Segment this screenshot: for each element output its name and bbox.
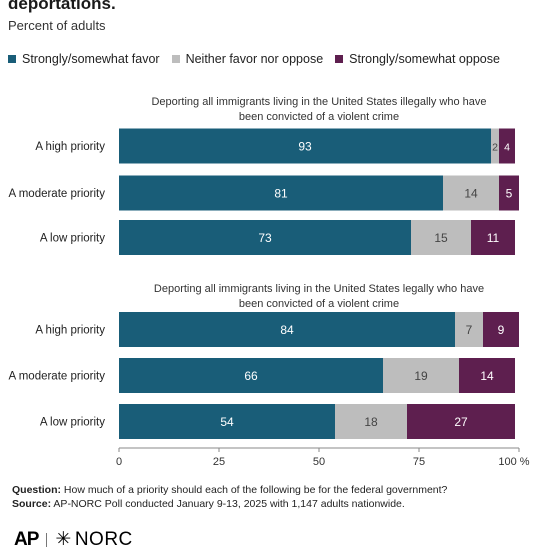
category-label: A high priority — [35, 141, 105, 153]
data-label: 14 — [480, 369, 494, 383]
x-tick-label: 50 — [313, 456, 325, 468]
x-tick-label: 75 — [413, 456, 425, 468]
data-label: 54 — [220, 415, 234, 429]
question-text: How much of a priority should each of th… — [61, 484, 448, 496]
bar-segment — [483, 312, 519, 347]
bar-segment — [491, 128, 499, 164]
category-label: A low priority — [40, 233, 105, 245]
bar-segment — [411, 220, 471, 255]
data-label: 84 — [280, 323, 294, 337]
chart-title: deportations. — [8, 0, 116, 13]
data-label: 14 — [464, 187, 478, 201]
legend-item-neither: Neither favor nor oppose — [171, 52, 324, 66]
chart-subtitle: Percent of adults — [8, 18, 106, 33]
legend-label-oppose: Strongly/somewhat oppose — [349, 52, 500, 66]
source-text: AP-NORC Poll conducted January 9-13, 202… — [51, 498, 405, 510]
panel-2-title-line-1: Deporting all immigrants living in the U… — [154, 283, 484, 295]
category-label: A moderate priority — [8, 371, 105, 383]
data-label: 11 — [487, 231, 500, 245]
bar-segment — [499, 128, 515, 164]
legend-swatch-favor — [8, 55, 16, 63]
bar-segment — [383, 358, 459, 393]
legend-swatch-neither — [171, 55, 180, 63]
data-label: 93 — [298, 140, 312, 154]
data-label: 9 — [498, 323, 505, 337]
norc-star-icon: ✳ — [55, 529, 72, 550]
panel-2-title-line-2: been convicted of a violent crime — [239, 298, 399, 310]
legend: Strongly/somewhat favor Neither favor no… — [8, 52, 548, 66]
bar-segment — [471, 220, 515, 255]
data-label: 27 — [454, 415, 468, 429]
legend-swatch-oppose — [335, 55, 344, 63]
legend-label-neither: Neither favor nor oppose — [185, 52, 324, 66]
bar-segment — [455, 312, 483, 347]
legend-item-oppose: Strongly/somewhat oppose — [335, 52, 500, 66]
logo-divider — [46, 532, 48, 547]
bar-segment — [335, 404, 407, 439]
legend-item-favor: Strongly/somewhat favor — [8, 52, 160, 66]
bar-segment — [499, 175, 519, 211]
panel-1-title-line-1: Deporting all immigrants living in the U… — [151, 96, 486, 108]
norc-logo: ✳ NORC — [55, 528, 132, 551]
bar-segment — [119, 128, 491, 164]
bar-segment — [119, 312, 455, 347]
data-label: 73 — [258, 231, 272, 245]
question-note: Question: How much of a priority should … — [12, 483, 542, 497]
legend-label-favor: Strongly/somewhat favor — [22, 52, 160, 66]
footnotes: Question: How much of a priority should … — [12, 483, 542, 511]
bar-segment — [407, 404, 515, 439]
data-label: 2 — [492, 142, 498, 154]
source-note: Source: AP-NORC Poll conducted January 9… — [12, 497, 542, 511]
data-label: 5 — [506, 187, 513, 201]
logo-bar: AP ✳ NORC — [14, 528, 133, 551]
data-label: 18 — [364, 415, 378, 429]
data-label: 66 — [244, 369, 258, 383]
bar-segment — [119, 175, 443, 211]
data-label: 4 — [504, 142, 510, 154]
bar-segment — [119, 358, 383, 393]
data-label: 81 — [274, 187, 288, 201]
x-tick-label: 100 % — [498, 456, 529, 468]
norc-wordmark: NORC — [74, 528, 133, 550]
category-label: A moderate priority — [8, 188, 105, 200]
data-label: 19 — [414, 369, 428, 383]
panel-1-title-line-2: been convicted of a violent crime — [239, 111, 399, 123]
ap-logo: AP — [14, 528, 39, 550]
source-label: Source: — [12, 498, 52, 510]
question-label: Question: — [12, 484, 61, 496]
bar-segment — [459, 358, 515, 393]
category-label: A high priority — [35, 325, 105, 337]
bar-segment — [443, 175, 499, 211]
x-tick-label: 25 — [213, 456, 225, 468]
data-label: 15 — [434, 231, 448, 245]
data-label: 7 — [466, 323, 473, 337]
x-tick-label: 0 — [116, 456, 122, 468]
category-label: A low priority — [40, 417, 105, 429]
bar-segment — [119, 220, 411, 255]
bar-segment — [119, 404, 335, 439]
stacked-bar-chart: Deporting all immigrants living in the U… — [8, 96, 529, 468]
